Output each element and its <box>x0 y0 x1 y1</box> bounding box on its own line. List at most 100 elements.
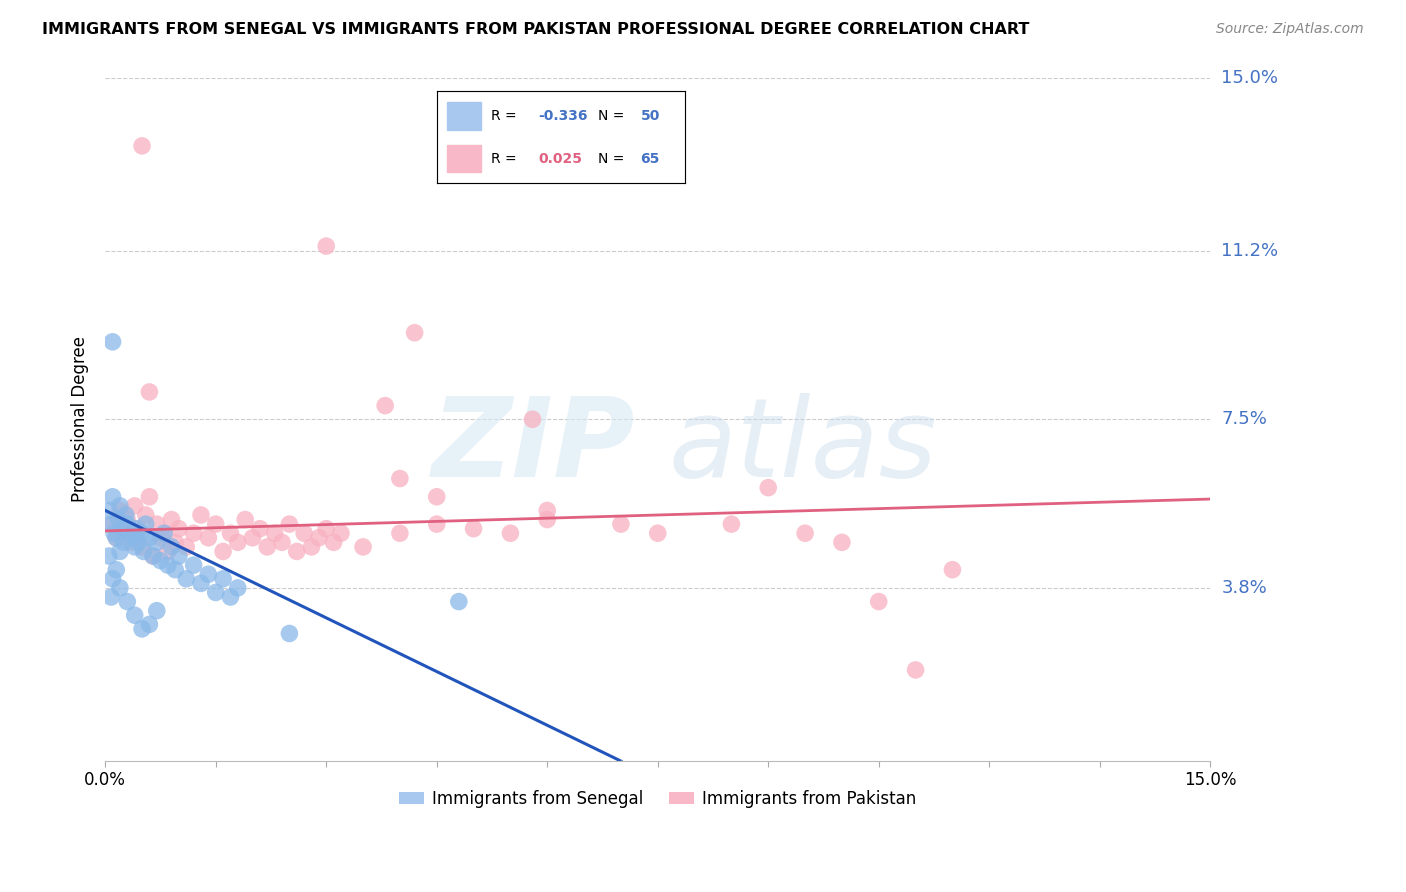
Point <box>97 549 120 563</box>
Point <box>132 544 155 558</box>
Point <box>146 604 169 618</box>
Point <box>160 512 183 526</box>
Text: atlas: atlas <box>669 393 938 500</box>
Point <box>219 590 242 604</box>
Point <box>135 508 157 522</box>
Point <box>404 326 426 340</box>
Point <box>149 553 172 567</box>
Point <box>610 517 633 532</box>
Point <box>138 384 160 399</box>
Point <box>388 471 411 485</box>
Point <box>108 544 131 558</box>
Point <box>904 663 927 677</box>
Point <box>124 540 146 554</box>
Point <box>190 576 212 591</box>
Point <box>315 239 337 253</box>
Point <box>131 540 153 554</box>
Point <box>156 544 179 558</box>
Point <box>174 540 197 554</box>
Point <box>308 531 330 545</box>
Point <box>120 531 142 545</box>
Point <box>125 522 148 536</box>
Point <box>138 531 160 545</box>
Point <box>138 617 160 632</box>
Point <box>794 526 817 541</box>
Point <box>105 531 128 545</box>
Legend: Immigrants from Senegal, Immigrants from Pakistan: Immigrants from Senegal, Immigrants from… <box>392 783 922 814</box>
Point <box>101 334 124 349</box>
Point <box>142 549 165 563</box>
Point <box>204 585 226 599</box>
Point <box>330 526 353 541</box>
Point <box>105 563 128 577</box>
Point <box>322 535 344 549</box>
Point <box>756 481 779 495</box>
Text: ZIP: ZIP <box>432 393 636 500</box>
Point <box>941 563 963 577</box>
Point <box>536 503 558 517</box>
Point <box>204 517 226 532</box>
Point <box>101 490 124 504</box>
Point <box>447 594 470 608</box>
Point <box>426 517 449 532</box>
Y-axis label: Professional Degree: Professional Degree <box>72 336 89 502</box>
Point <box>374 399 396 413</box>
Text: 7.5%: 7.5% <box>1222 410 1267 428</box>
Point <box>108 503 131 517</box>
Point <box>212 544 235 558</box>
Point <box>301 540 323 554</box>
Point <box>117 517 139 532</box>
Point <box>183 558 205 573</box>
Point <box>156 558 179 573</box>
Point <box>868 594 890 608</box>
Text: 11.2%: 11.2% <box>1222 242 1278 260</box>
Point <box>112 535 135 549</box>
Point <box>165 563 187 577</box>
Point <box>536 512 558 526</box>
Point <box>117 512 139 526</box>
Text: Source: ZipAtlas.com: Source: ZipAtlas.com <box>1216 22 1364 37</box>
Point <box>127 522 149 536</box>
Point <box>271 535 294 549</box>
Point <box>285 544 308 558</box>
Point <box>233 512 256 526</box>
Point <box>100 517 122 532</box>
Point <box>426 490 449 504</box>
Point <box>183 526 205 541</box>
Point <box>292 526 315 541</box>
Point <box>174 572 197 586</box>
Point <box>108 581 131 595</box>
Point <box>197 531 219 545</box>
Point <box>131 622 153 636</box>
Point <box>100 590 122 604</box>
Point <box>226 581 249 595</box>
Point <box>127 535 149 549</box>
Point <box>190 508 212 522</box>
Point <box>219 526 242 541</box>
Point <box>831 535 853 549</box>
Point <box>226 535 249 549</box>
Point <box>153 526 176 541</box>
Point <box>101 572 124 586</box>
Point <box>115 508 138 522</box>
Point <box>242 531 264 545</box>
Point <box>167 522 190 536</box>
Point <box>131 139 153 153</box>
Point <box>124 499 146 513</box>
Point <box>165 535 187 549</box>
Point <box>278 517 301 532</box>
Point <box>212 572 235 586</box>
Point <box>388 526 411 541</box>
Point <box>110 522 132 536</box>
Point <box>153 526 176 541</box>
Point <box>352 540 374 554</box>
Point <box>112 526 135 541</box>
Point <box>103 526 125 541</box>
Point <box>499 526 522 541</box>
Point <box>146 517 169 532</box>
Point <box>120 535 142 549</box>
Point <box>142 549 165 563</box>
Text: IMMIGRANTS FROM SENEGAL VS IMMIGRANTS FROM PAKISTAN PROFESSIONAL DEGREE CORRELAT: IMMIGRANTS FROM SENEGAL VS IMMIGRANTS FR… <box>42 22 1029 37</box>
Point <box>122 526 145 541</box>
Point <box>97 503 120 517</box>
